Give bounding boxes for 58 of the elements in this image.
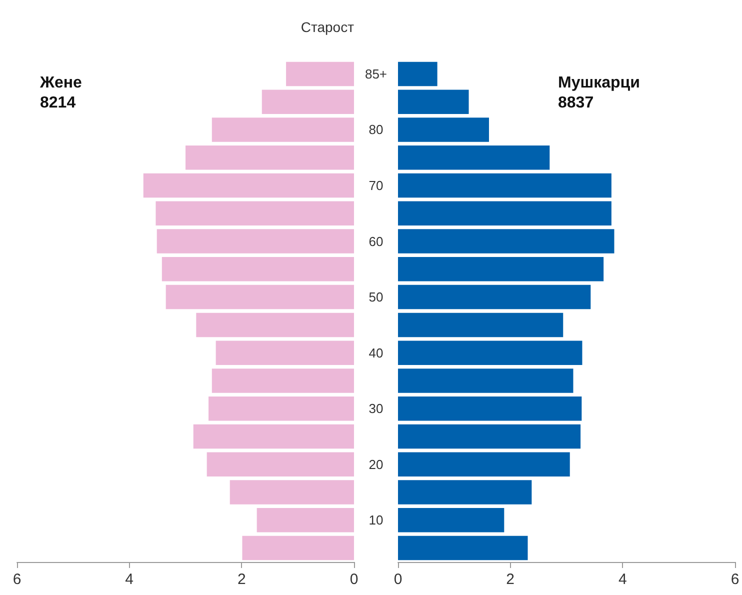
bar: [398, 368, 574, 393]
bar: [398, 452, 570, 477]
x-tick-label: 2: [237, 571, 246, 588]
bar: [286, 62, 354, 86]
bar: [398, 257, 604, 282]
y-tick-label: 70: [368, 178, 384, 193]
x-tick-label: 2: [506, 571, 515, 588]
bar: [186, 145, 354, 170]
text: Мушкарци: [558, 74, 640, 92]
text: Жене: [39, 74, 82, 92]
annotation: 8214: [40, 94, 76, 112]
bar: [162, 257, 354, 282]
bar: [398, 536, 528, 560]
bar: [212, 118, 354, 142]
bar: [398, 480, 532, 504]
bar: [398, 201, 612, 226]
bar: [156, 201, 354, 226]
bar: [398, 340, 582, 365]
bar: [216, 340, 354, 365]
x-tick-label: 0: [350, 571, 358, 588]
bar: [398, 229, 614, 254]
bar: [398, 284, 591, 310]
annotation: 8837: [558, 94, 594, 112]
bar: [398, 90, 469, 114]
y-tick-label: 80: [368, 122, 384, 138]
bar: [196, 312, 354, 338]
bar: [206, 452, 354, 477]
bar: [143, 173, 354, 198]
y-tick-label: 10: [368, 512, 384, 528]
x-tick-label: 4: [618, 571, 627, 588]
bar: [398, 145, 550, 170]
bar: [208, 396, 354, 421]
bar: [166, 284, 354, 310]
bar: [193, 424, 354, 449]
bar: [156, 229, 354, 254]
y-tick-label: 40: [368, 345, 384, 360]
bar: [398, 118, 489, 142]
x-tick-label: 6: [730, 571, 740, 588]
bar: [212, 368, 354, 393]
bar: [242, 536, 354, 560]
x-tick-label: 4: [125, 571, 134, 588]
bar: [398, 396, 582, 421]
bar: [398, 312, 564, 338]
bar: [398, 62, 438, 86]
y-axis-title: Старост: [300, 19, 355, 35]
bar: [398, 424, 581, 449]
bar: [262, 90, 354, 114]
bar: [256, 508, 354, 532]
y-tick-label: 50: [368, 290, 384, 305]
bar: [398, 508, 504, 532]
bar: [398, 173, 612, 198]
y-tick-label: 60: [368, 234, 384, 249]
y-tick-label: 30: [368, 401, 384, 416]
bar: [230, 480, 354, 504]
y-tick-label: 85+: [364, 66, 388, 82]
y-tick-label: 20: [368, 456, 384, 472]
x-tick-label: 6: [12, 571, 22, 588]
x-tick-label: 0: [394, 571, 402, 588]
